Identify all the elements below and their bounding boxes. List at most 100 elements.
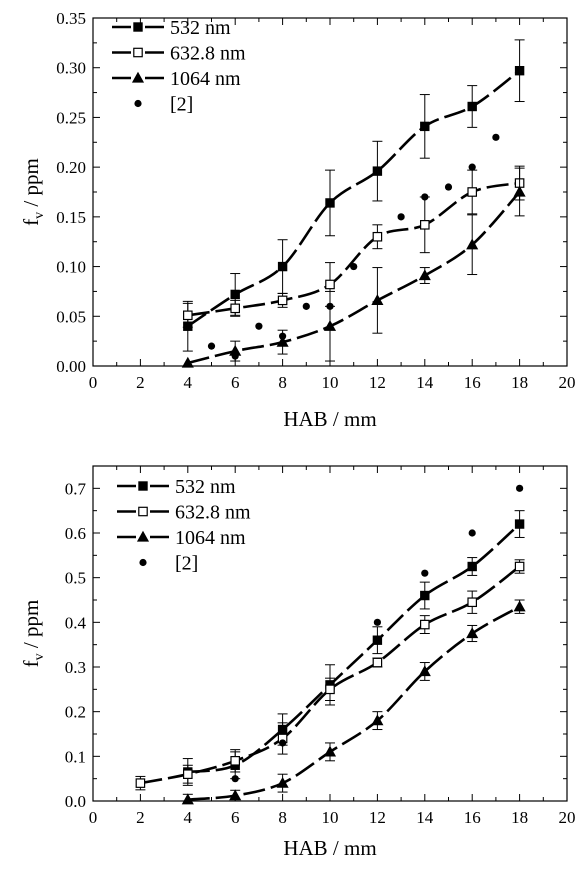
legend-label: 532 nm <box>170 17 231 39</box>
data-point <box>325 198 335 208</box>
data-point <box>302 302 310 310</box>
series-2 <box>135 559 525 791</box>
data-point <box>418 665 431 677</box>
data-point <box>371 294 384 306</box>
x-tick-label: 12 <box>369 808 386 827</box>
data-point <box>514 561 525 572</box>
y-tick-label: 0.6 <box>65 524 86 543</box>
data-point <box>514 519 525 529</box>
y-tick-label: 0.7 <box>65 479 87 498</box>
legend-item: 532 nm <box>117 476 236 498</box>
x-tick-label: 20 <box>559 808 576 827</box>
y-axis-title-unit: / ppm <box>19 600 43 654</box>
legend-marker <box>138 481 148 491</box>
legend: 532 nm 632.8 nm 1064 nm [2] <box>117 476 251 575</box>
x-tick-label: 18 <box>511 808 528 827</box>
data-point <box>181 793 194 805</box>
chart-1: 0 2 4 6 8 10 12 14 16 18 20 0.00 0.05 0.10 0.15 0.20 0.2… <box>19 9 576 431</box>
y-tick-label: 0.3 <box>65 658 86 677</box>
series-3 <box>181 167 526 368</box>
data-point <box>277 261 288 272</box>
data-point <box>372 166 383 176</box>
data-point <box>420 619 430 630</box>
legend-marker <box>139 558 147 567</box>
x-tick-label: 8 <box>278 373 287 392</box>
data-point <box>325 684 335 695</box>
data-point <box>231 352 239 360</box>
series-line <box>187 69 521 328</box>
y-tick-label: 0.4 <box>65 613 87 632</box>
data-point <box>183 310 193 321</box>
x-tick-label: 16 <box>464 808 481 827</box>
data-point <box>418 269 431 281</box>
legend: 532 nm 632.8 nm 1064 nm [2] <box>112 17 246 116</box>
legend-item: [2] <box>139 553 198 575</box>
data-point <box>135 778 146 788</box>
y-axis-title-unit: / ppm <box>19 158 43 212</box>
data-point <box>372 657 383 668</box>
legend-item: [2] <box>134 94 193 116</box>
data-point <box>231 775 239 783</box>
data-point <box>372 635 383 645</box>
data-point <box>207 342 216 350</box>
series-line <box>187 523 521 774</box>
y-tick-label: 0.2 <box>65 703 86 722</box>
y-tick-label: 0.35 <box>56 9 86 28</box>
data-point <box>229 789 242 801</box>
legend-marker <box>136 530 150 542</box>
legend-item: 1064 nm <box>117 527 246 549</box>
legend-label: 632.8 nm <box>175 502 251 524</box>
legend-marker <box>138 506 148 517</box>
data-point <box>468 163 476 171</box>
data-point <box>444 183 453 191</box>
chart-2: 0 2 4 6 8 10 12 14 16 18 20 0.0 0.1 0.2 0.3 0.4 0.5 0.6 0.… <box>19 465 576 860</box>
data-point <box>466 238 479 250</box>
data-point <box>420 121 430 132</box>
series-line <box>140 565 521 785</box>
data-point <box>468 529 476 537</box>
y-axis-title: fv / ppm <box>19 158 47 226</box>
data-point <box>467 561 477 572</box>
legend-label: 1064 nm <box>175 527 246 549</box>
x-tick-label: 8 <box>278 808 287 827</box>
series-line <box>187 181 520 317</box>
series-4 <box>231 484 524 783</box>
data-point <box>326 302 334 310</box>
y-axis-title-symbol: f <box>19 660 43 667</box>
data-point <box>230 303 240 314</box>
x-tick-label: 12 <box>369 373 386 392</box>
y-tick-label: 0.05 <box>56 307 86 326</box>
legend-item: 632.8 nm <box>112 43 246 65</box>
x-tick-label: 2 <box>136 373 145 392</box>
legend-label: 632.8 nm <box>170 43 246 65</box>
y-axis-title-subscript: v <box>32 212 47 219</box>
data-point <box>276 335 289 347</box>
x-tick-label: 2 <box>136 808 145 827</box>
data-point <box>230 289 240 300</box>
y-tick-label: 0.25 <box>56 108 86 127</box>
data-point <box>276 776 289 788</box>
x-tick-label: 4 <box>184 373 193 392</box>
y-tick-label: 0.10 <box>56 258 86 277</box>
data-point <box>467 597 477 608</box>
data-point <box>397 213 405 221</box>
y-axis-title-subscript: v <box>32 653 47 660</box>
data-point <box>350 262 358 271</box>
y-axis-title-symbol: f <box>19 219 43 226</box>
x-tick-label: 4 <box>184 808 193 827</box>
data-point <box>466 627 479 639</box>
y-tick-label: 0.30 <box>56 59 86 78</box>
y-tick-label: 0.15 <box>56 208 86 227</box>
data-point <box>513 185 526 197</box>
legend-marker <box>133 22 143 32</box>
data-point <box>373 618 381 626</box>
legend-marker <box>131 71 145 83</box>
data-point <box>372 231 383 242</box>
data-point <box>467 187 477 197</box>
y-tick-label: 0.20 <box>56 158 86 177</box>
data-point <box>421 193 429 201</box>
series-line <box>187 191 521 365</box>
data-point <box>513 600 526 612</box>
legend-label: [2] <box>170 94 193 116</box>
x-tick-label: 14 <box>416 373 434 392</box>
